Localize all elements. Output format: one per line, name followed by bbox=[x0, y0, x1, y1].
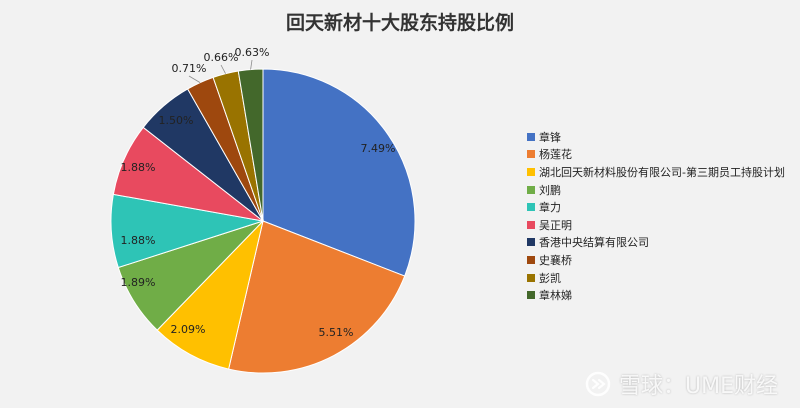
legend-item: 刘鹏 bbox=[527, 181, 785, 199]
leader-line-9 bbox=[220, 64, 226, 74]
legend-item: 香港中央结算有限公司 bbox=[527, 234, 785, 252]
slice-label-1: 7.49% bbox=[361, 142, 396, 155]
legend-label: 杨莲花 bbox=[539, 148, 572, 162]
slice-label-6: 1.88% bbox=[121, 161, 156, 174]
legend-item: 杨莲花 bbox=[527, 146, 785, 164]
leader-line-10 bbox=[250, 59, 253, 70]
legend-swatch bbox=[527, 132, 535, 141]
legend-label: 彭凯 bbox=[539, 271, 561, 285]
snowball-logo-icon bbox=[585, 371, 611, 397]
legend-swatch bbox=[527, 185, 535, 194]
legend-label: 章锋 bbox=[539, 130, 561, 144]
pie-slice-3 bbox=[156, 219, 264, 370]
legend-label: 史襄桥 bbox=[539, 253, 572, 267]
slice-label-9: 0.66% bbox=[204, 51, 239, 64]
legend-swatch bbox=[527, 220, 535, 229]
legend-label: 香港中央结算有限公司 bbox=[539, 236, 649, 250]
slice-label-2: 5.51% bbox=[319, 326, 354, 339]
legend-swatch bbox=[527, 273, 535, 282]
watermark-text: 雪球：UME财经 bbox=[619, 374, 778, 399]
pie-slice-2 bbox=[228, 220, 406, 374]
legend-item: 吴正明 bbox=[527, 216, 785, 234]
slice-label-3: 2.09% bbox=[171, 323, 206, 336]
legend-swatch bbox=[527, 150, 535, 159]
legend-item: 彭凯 bbox=[527, 269, 785, 287]
legend-label: 吴正明 bbox=[539, 218, 572, 232]
slice-label-4: 1.89% bbox=[121, 276, 156, 289]
leader-line-8 bbox=[188, 75, 201, 83]
legend-swatch bbox=[527, 203, 535, 212]
legend-swatch bbox=[527, 238, 535, 247]
chart-title: 回天新材十大股东持股比例 bbox=[285, 12, 514, 34]
slice-label-7: 1.50% bbox=[159, 114, 194, 127]
legend-item: 史襄桥 bbox=[527, 251, 785, 269]
legend-swatch bbox=[527, 255, 535, 264]
watermark: 雪球：UME财经 bbox=[585, 368, 778, 400]
legend-label: 刘鹏 bbox=[539, 183, 561, 197]
legend-swatch bbox=[527, 167, 535, 176]
pie-slices bbox=[110, 68, 416, 374]
legend-label: 章林娣 bbox=[539, 289, 572, 303]
pie-labels: 7.49% 5.51% 2.09% 1.89% 1.88% 1.88% 1.50% 0.71%… bbox=[121, 46, 396, 339]
legend-label: 湖北回天新材料股份有限公司-第三期员工持股计划 bbox=[539, 165, 785, 179]
legend-item: 章锋 bbox=[527, 128, 785, 146]
legend-label: 章力 bbox=[539, 201, 561, 215]
slice-label-10: 0.63% bbox=[235, 46, 270, 59]
legend: 章锋杨莲花湖北回天新材料股份有限公司-第三期员工持股计划 刘鹏章力吴正明香港中央结… bbox=[527, 128, 785, 304]
slice-label-5: 1.88% bbox=[121, 234, 156, 247]
legend-item: 章力 bbox=[527, 198, 785, 216]
legend-item: 章林娣 bbox=[527, 286, 785, 304]
legend-swatch bbox=[527, 291, 535, 300]
slice-label-8: 0.71% bbox=[172, 62, 207, 75]
leader-lines bbox=[188, 59, 253, 83]
legend-item: 湖北回天新材料股份有限公司-第三期员工持股计划 bbox=[527, 163, 785, 181]
pie-slice-1 bbox=[262, 68, 416, 277]
